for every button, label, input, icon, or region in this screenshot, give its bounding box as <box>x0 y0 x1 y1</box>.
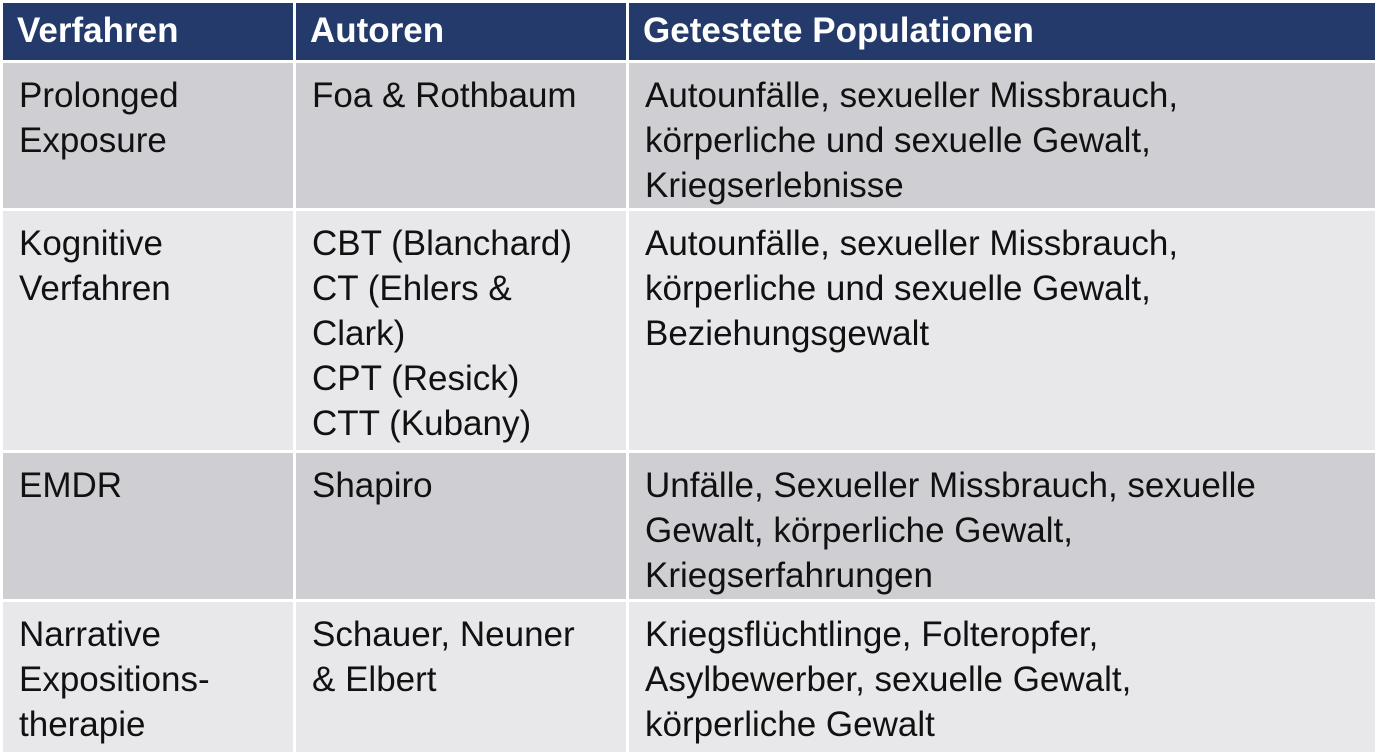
cell-line: Beziehungsgewalt <box>645 311 1363 356</box>
cell-line: EMDR <box>19 463 281 508</box>
cell-populationen: Autounfälle, sexueller Missbrauch, körpe… <box>628 210 1375 452</box>
cell-line: Kognitive <box>19 221 281 266</box>
cell-line: körperliche Gewalt <box>645 702 1363 747</box>
cell-line: Kriegsflüchtlinge, Folteropfer, <box>645 612 1363 657</box>
cell-verfahren: EMDR <box>2 452 295 601</box>
cell-line: Schauer, Neuner <box>312 612 614 657</box>
cell-line: Unfälle, Sexueller Missbrauch, sexuelle <box>645 463 1363 508</box>
cell-line: CTT (Kubany) <box>312 401 614 446</box>
cell-line: therapie <box>19 702 281 747</box>
header-row: Verfahren Autoren Getestete Populationen <box>2 2 1375 62</box>
cell-populationen: Autounfälle, sexueller Missbrauch, körpe… <box>628 62 1375 210</box>
cell-line: körperliche und sexuelle Gewalt, <box>645 266 1363 311</box>
cell-line: Narrative <box>19 612 281 657</box>
cell-line: Verfahren <box>19 266 281 311</box>
cell-line: körperliche und sexuelle Gewalt, <box>645 118 1363 163</box>
table-row: Kognitive Verfahren CBT (Blanchard) CT (… <box>2 210 1375 452</box>
cell-populationen: Kriegsflüchtlinge, Folteropfer, Asylbewe… <box>628 601 1375 754</box>
cell-verfahren: Narrative Expositions- therapie <box>2 601 295 754</box>
cell-line: Asylbewerber, sexuelle Gewalt, <box>645 657 1363 702</box>
cell-line: Expositions- <box>19 657 281 702</box>
cell-autoren: Shapiro <box>295 452 628 601</box>
cell-autoren: Schauer, Neuner & Elbert <box>295 601 628 754</box>
cell-line: Shapiro <box>312 463 614 508</box>
table-row: EMDR Shapiro Unfälle, Sexueller Missbrau… <box>2 452 1375 601</box>
cell-line: Foa & Rothbaum <box>312 73 614 118</box>
cell-verfahren: Kognitive Verfahren <box>2 210 295 452</box>
cell-verfahren: Prolonged Exposure <box>2 62 295 210</box>
cell-line: Kriegserlebnisse <box>645 163 1363 208</box>
table-row: Prolonged Exposure Foa & Rothbaum Autoun… <box>2 62 1375 210</box>
cell-line: CPT (Resick) <box>312 356 614 401</box>
cell-line: Prolonged <box>19 73 281 118</box>
header-populationen: Getestete Populationen <box>628 2 1375 62</box>
cell-line: & Elbert <box>312 657 614 702</box>
cell-line: Autounfälle, sexueller Missbrauch, <box>645 221 1363 266</box>
cell-line: Exposure <box>19 118 281 163</box>
cell-autoren: Foa & Rothbaum <box>295 62 628 210</box>
header-verfahren: Verfahren <box>2 2 295 62</box>
cell-line: CBT (Blanchard) <box>312 221 614 266</box>
cell-populationen: Unfälle, Sexueller Missbrauch, sexuelle … <box>628 452 1375 601</box>
table-row: Narrative Expositions- therapie Schauer,… <box>2 601 1375 754</box>
cell-autoren: CBT (Blanchard) CT (Ehlers & Clark) CPT … <box>295 210 628 452</box>
cell-line: Kriegserfahrungen <box>645 553 1363 598</box>
cell-line: Gewalt, körperliche Gewalt, <box>645 508 1363 553</box>
header-autoren: Autoren <box>295 2 628 62</box>
cell-line: CT (Ehlers & <box>312 266 614 311</box>
cell-line: Clark) <box>312 311 614 356</box>
cell-line: Autounfälle, sexueller Missbrauch, <box>645 73 1363 118</box>
